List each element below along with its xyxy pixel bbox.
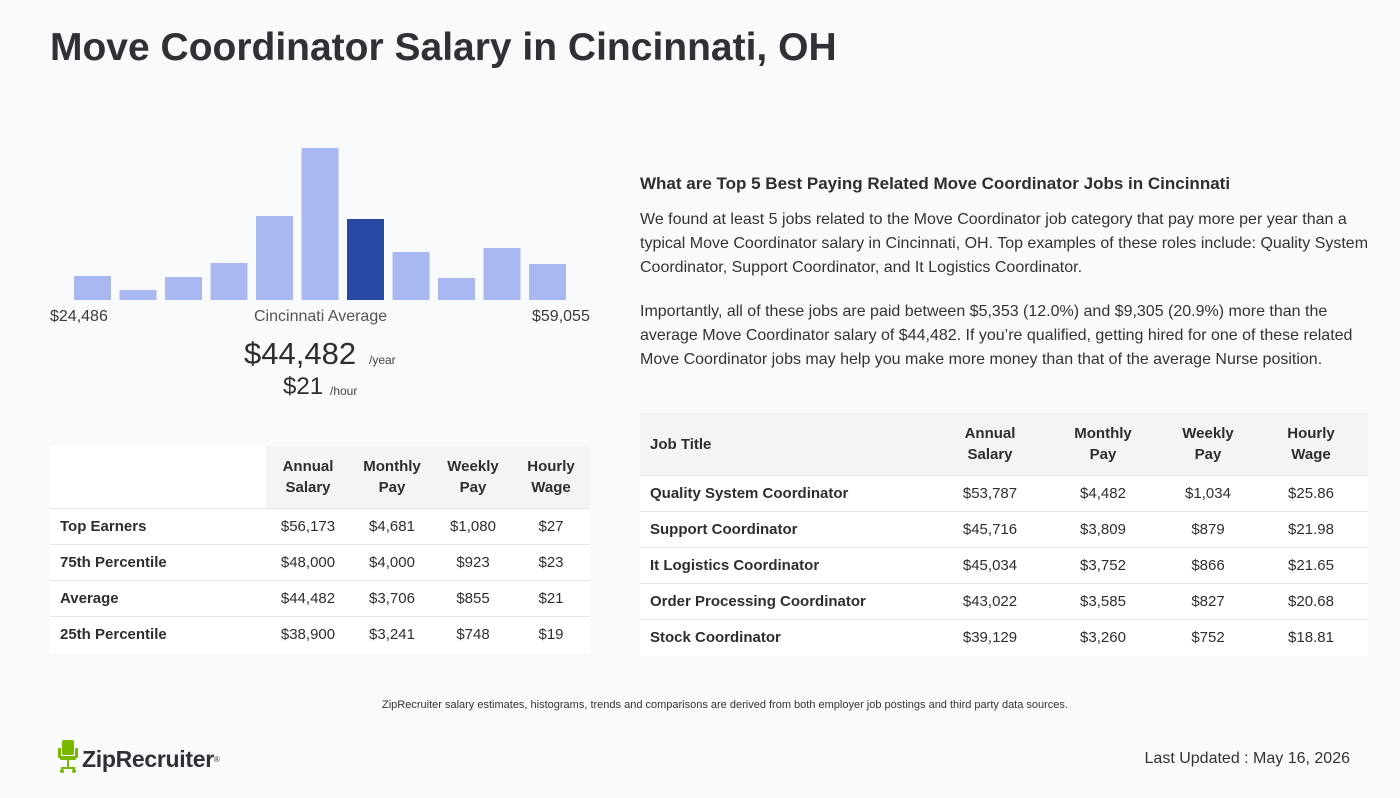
histogram-bar [119,290,157,300]
related-jobs-paragraph-1: We found at least 5 jobs related to the … [640,211,1369,276]
row-label: 25th Percentile [50,616,266,653]
annual-cell: $45,716 [936,511,1044,548]
annual-cell: $53,787 [936,475,1044,512]
annual-cell: $44,482 [266,580,350,617]
logo-wordmark: ZipRecruiter [82,746,214,772]
weekly-cell: $855 [434,580,512,617]
histogram-max-label: $59,055 [532,308,590,325]
hourly-cell: $21 [512,580,590,617]
histogram-svg [74,148,566,300]
annual-cell: $39,129 [936,619,1044,656]
annual-cell: $56,173 [266,508,350,545]
hourly-cell: $20.68 [1254,583,1368,620]
weekly-cell: $1,080 [434,508,512,545]
related-jobs-table: Job Title Annual Salary Monthly Pay Weekly… [640,413,1368,656]
histogram-bar [256,216,293,300]
header-hourly: Hourly Wage [512,446,590,509]
average-annual-unit: /year [369,353,396,367]
histogram-center-label: Cincinnati Average [254,308,388,325]
hourly-cell: $27 [512,508,590,545]
histogram-bar [392,252,430,300]
table-row: Order Processing Coordinator $43,022 $3,… [640,583,1368,620]
weekly-cell: $1,034 [1162,475,1254,512]
monthly-cell: $4,000 [350,544,434,581]
histogram-bar [165,277,202,300]
monthly-cell: $3,260 [1044,619,1162,656]
hourly-cell: $23 [512,544,590,581]
job-title-cell: It Logistics Coordinator [640,547,936,584]
table-row: Support Coordinator $45,716 $3,809 $879 … [640,511,1368,548]
histogram-bar [529,264,566,300]
histogram-bar [438,278,475,300]
histogram-bar [483,248,521,300]
average-annual-salary: $44,482 [244,336,357,371]
hourly-cell: $25.86 [1254,475,1368,512]
header-weekly: Weekly Pay [1162,413,1254,476]
job-title-cell: Quality System Coordinator [640,475,936,512]
percentile-table: Annual Salary Monthly Pay Weekly Pay Hourly… [50,446,590,653]
table-row: Quality System Coordinator $53,787 $4,48… [640,475,1368,512]
header-monthly: Monthly Pay [350,446,434,509]
table-row: It Logistics Coordinator $45,034 $3,752 … [640,547,1368,584]
annual-cell: $45,034 [936,547,1044,584]
annual-cell: $43,022 [936,583,1044,620]
hourly-cell: $21.98 [1254,511,1368,548]
histogram-min-label: $24,486 [50,308,108,325]
hourly-cell: $19 [512,616,590,653]
weekly-cell: $923 [434,544,512,581]
histogram-bar [301,148,339,300]
related-jobs-paragraph-2: Importantly, all of these jobs are paid … [640,303,1353,368]
header-hourly: Hourly Wage [1254,413,1368,476]
monthly-cell: $4,681 [350,508,434,545]
chair-icon [58,740,80,779]
average-hourly-wage: $21 [283,373,324,400]
table-row: 25th Percentile $38,900 $3,241 $748 $19 [50,616,590,653]
table-row: 75th Percentile $48,000 $4,000 $923 $23 [50,544,590,581]
average-hourly-unit: /hour [330,384,358,398]
header-annual: Annual Salary [266,446,350,509]
header-annual: Annual Salary [936,413,1044,476]
registered-mark: ® [213,755,220,764]
salary-histogram [50,130,590,302]
job-title-cell: Order Processing Coordinator [640,583,936,620]
row-label: 75th Percentile [50,544,266,581]
table-row: Top Earners $56,173 $4,681 $1,080 $27 [50,508,590,545]
monthly-cell: $3,809 [1044,511,1162,548]
page-title: Move Coordinator Salary in Cincinnati, O… [50,26,837,69]
percentile-table-header: Annual Salary Monthly Pay Weekly Pay Hourly… [50,446,590,509]
annual-cell: $48,000 [266,544,350,581]
histogram-bar-average [347,219,384,300]
monthly-cell: $3,241 [350,616,434,653]
histogram-bar [210,263,248,300]
histogram-bar [74,276,111,300]
table-row: Stock Coordinator $39,129 $3,260 $752 $1… [640,619,1368,656]
table-row: Average $44,482 $3,706 $855 $21 [50,580,590,617]
data-source-note: ZipRecruiter salary estimates, histogram… [382,699,1068,711]
weekly-cell: $752 [1162,619,1254,656]
monthly-cell: $3,706 [350,580,434,617]
ziprecruiter-logo[interactable]: ZipRecruiter ® [58,740,220,779]
weekly-cell: $879 [1162,511,1254,548]
header-monthly: Monthly Pay [1044,413,1162,476]
header-blank [50,446,266,509]
monthly-cell: $4,482 [1044,475,1162,512]
monthly-cell: $3,752 [1044,547,1162,584]
job-title-cell: Stock Coordinator [640,619,936,656]
hourly-cell: $21.65 [1254,547,1368,584]
header-job-title: Job Title [640,413,936,476]
related-jobs-title: What are Top 5 Best Paying Related Move … [640,174,1231,193]
annual-cell: $38,900 [266,616,350,653]
weekly-cell: $866 [1162,547,1254,584]
header-weekly: Weekly Pay [434,446,512,509]
jobs-table-header: Job Title Annual Salary Monthly Pay Weekly… [640,413,1368,476]
weekly-cell: $748 [434,616,512,653]
row-label: Average [50,580,266,617]
row-label: Top Earners [50,508,266,545]
job-title-cell: Support Coordinator [640,511,936,548]
last-updated: Last Updated : May 16, 2026 [1144,750,1350,767]
monthly-cell: $3,585 [1044,583,1162,620]
weekly-cell: $827 [1162,583,1254,620]
hourly-cell: $18.81 [1254,619,1368,656]
